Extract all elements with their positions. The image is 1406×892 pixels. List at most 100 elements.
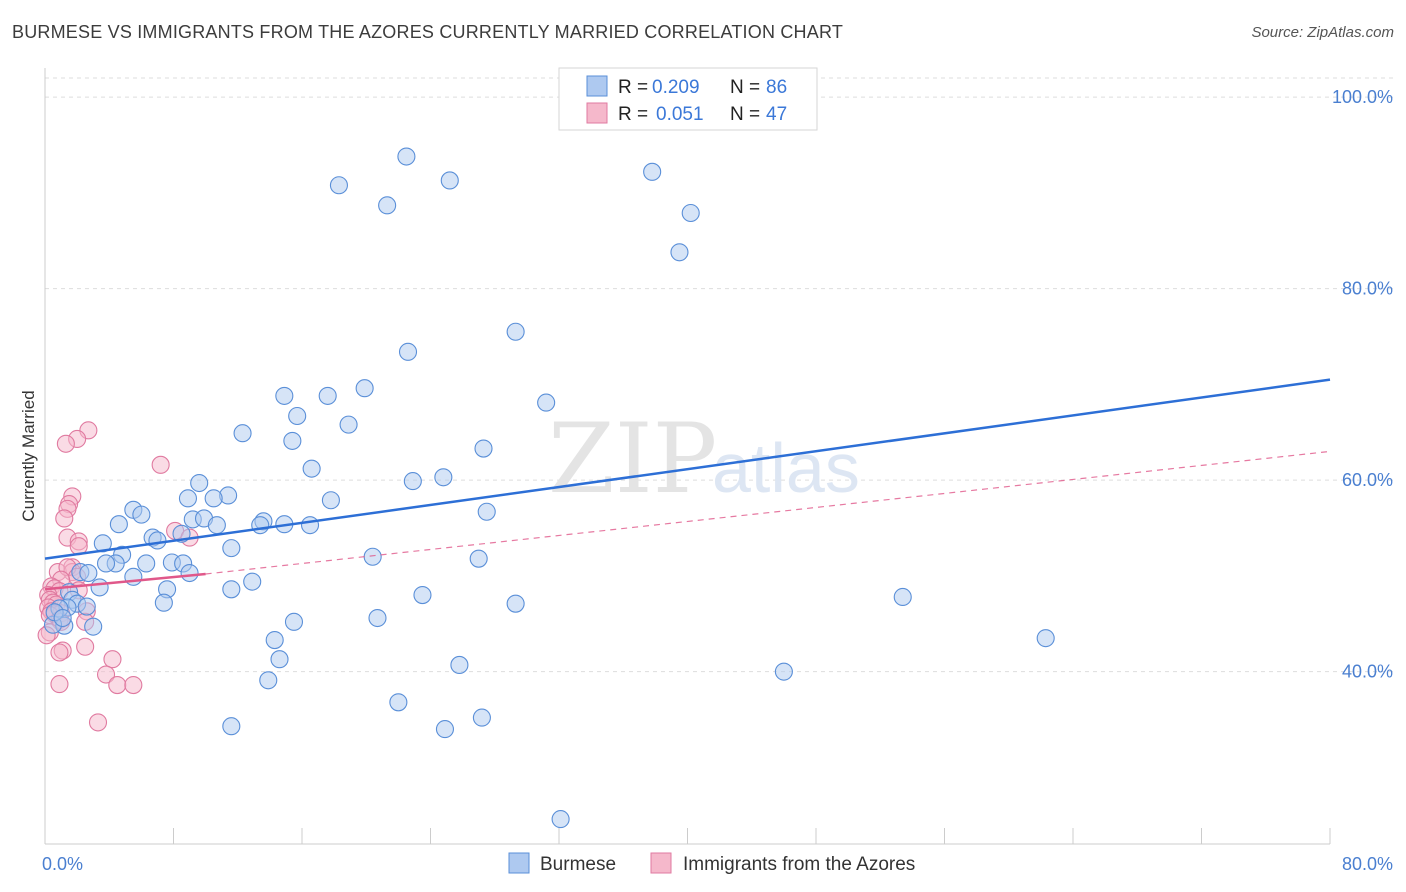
burmese-point [368, 608, 387, 628]
azores-point [96, 665, 116, 684]
burmese-point [477, 502, 496, 521]
series-swatch-azores [650, 852, 672, 874]
x-tick-label-max: 80.0% [1342, 854, 1393, 874]
legend-r-value-1: 0.209 [652, 77, 700, 98]
burmese-point [389, 693, 408, 712]
azores-point [151, 455, 170, 474]
burmese-point [222, 580, 241, 599]
trend-lines [44, 378, 1331, 591]
burmese-point [413, 585, 432, 605]
burmese-point [398, 342, 418, 361]
burmese-point [137, 554, 156, 573]
source-credit: Source: ZipAtlas.com [1251, 24, 1394, 41]
burmese-point [154, 593, 173, 612]
burmese-point [403, 472, 422, 491]
burmese-point [1036, 629, 1055, 648]
burmese-point [300, 516, 320, 535]
burmese-point [472, 708, 491, 727]
grid-layer: 40.0% 60.0% 80.0% 100.0% [45, 77, 1393, 682]
burmese-point [79, 563, 98, 583]
burmese-point [288, 406, 307, 426]
azores-point [103, 650, 122, 669]
burmese-point [251, 516, 270, 535]
y-tick-label: 40.0% [1342, 662, 1393, 682]
axes-layer [44, 68, 1331, 845]
watermark-atlas: atlas [712, 429, 860, 507]
burmese-point [190, 473, 209, 493]
azores-trend-line [44, 572, 206, 591]
burmese-point [643, 162, 662, 181]
burmese-point [355, 379, 374, 398]
legend-r-label-1: R = [618, 77, 648, 98]
azores-point [55, 509, 74, 528]
series-label-azores: Immigrants from the Azores [683, 854, 915, 875]
burmese-point [243, 572, 262, 591]
series-label-burmese: Burmese [540, 854, 616, 875]
burmese-point [207, 516, 226, 535]
burmese-point [233, 424, 252, 443]
series-swatch-burmese [508, 852, 530, 874]
azores-point [124, 676, 143, 695]
legend-r-value-2: 0.051 [656, 104, 704, 125]
legend-n-label-2: N = [730, 104, 760, 125]
burmese-point [329, 176, 348, 195]
burmese-point [474, 439, 493, 458]
burmese-point [318, 386, 337, 405]
burmese-point [435, 720, 455, 739]
legend-n-value-2: 47 [766, 104, 787, 125]
burmese-point [275, 386, 294, 405]
azores-point [108, 676, 127, 695]
burmese-point [148, 531, 167, 550]
chart-title: BURMESE VS IMMIGRANTS FROM THE AZORES CU… [12, 22, 844, 42]
burmese-point [363, 547, 382, 566]
burmese-points [43, 147, 1055, 829]
burmese-point [321, 491, 340, 510]
legend-swatch-burmese [586, 75, 608, 97]
burmese-point [774, 662, 793, 681]
burmese-point [259, 671, 278, 690]
legend-n-label-1: N = [730, 77, 760, 98]
burmese-point [178, 489, 198, 508]
burmese-point [397, 147, 416, 166]
azores-point [56, 434, 75, 453]
burmese-point [90, 578, 109, 597]
azores-point [50, 643, 69, 662]
burmese-point [77, 597, 96, 616]
legend-r-label-2: R = [618, 104, 648, 125]
burmese-point [339, 415, 358, 434]
series-legend: Burmese Immigrants from the Azores [508, 852, 915, 875]
burmese-point [124, 567, 143, 586]
burmese-trend-line [44, 378, 1331, 560]
burmese-point [96, 554, 116, 573]
stats-legend: R = 0.209 N = 86 R = 0.051 N = 47 [558, 67, 818, 131]
burmese-point [302, 459, 321, 478]
burmese-point [450, 655, 469, 674]
burmese-point [53, 608, 72, 628]
burmese-point [893, 587, 912, 607]
x-tick-label-min: 0.0% [42, 854, 83, 874]
azores-point [76, 637, 95, 656]
burmese-point [270, 650, 289, 669]
burmese-point [283, 431, 302, 450]
legend-n-value-1: 86 [766, 77, 787, 98]
burmese-point [681, 203, 700, 223]
y-tick-label: 100.0% [1332, 87, 1393, 107]
burmese-point [440, 171, 459, 190]
burmese-point [284, 612, 304, 631]
burmese-point [378, 196, 397, 215]
burmese-point [551, 810, 570, 829]
watermark: ZIP atlas [548, 403, 860, 515]
watermark-zip: ZIP [548, 403, 717, 515]
azores-trend-extension [205, 450, 1331, 575]
burmese-point [84, 617, 103, 636]
burmese-point [180, 563, 199, 583]
y-axis-label: Currently Married [19, 390, 38, 521]
burmese-point [222, 717, 241, 736]
burmese-point [265, 631, 284, 650]
burmese-point [506, 594, 525, 613]
burmese-point [537, 393, 556, 412]
y-tick-label: 60.0% [1342, 470, 1393, 490]
burmese-point [204, 489, 223, 508]
y-tick-label: 80.0% [1342, 279, 1393, 299]
